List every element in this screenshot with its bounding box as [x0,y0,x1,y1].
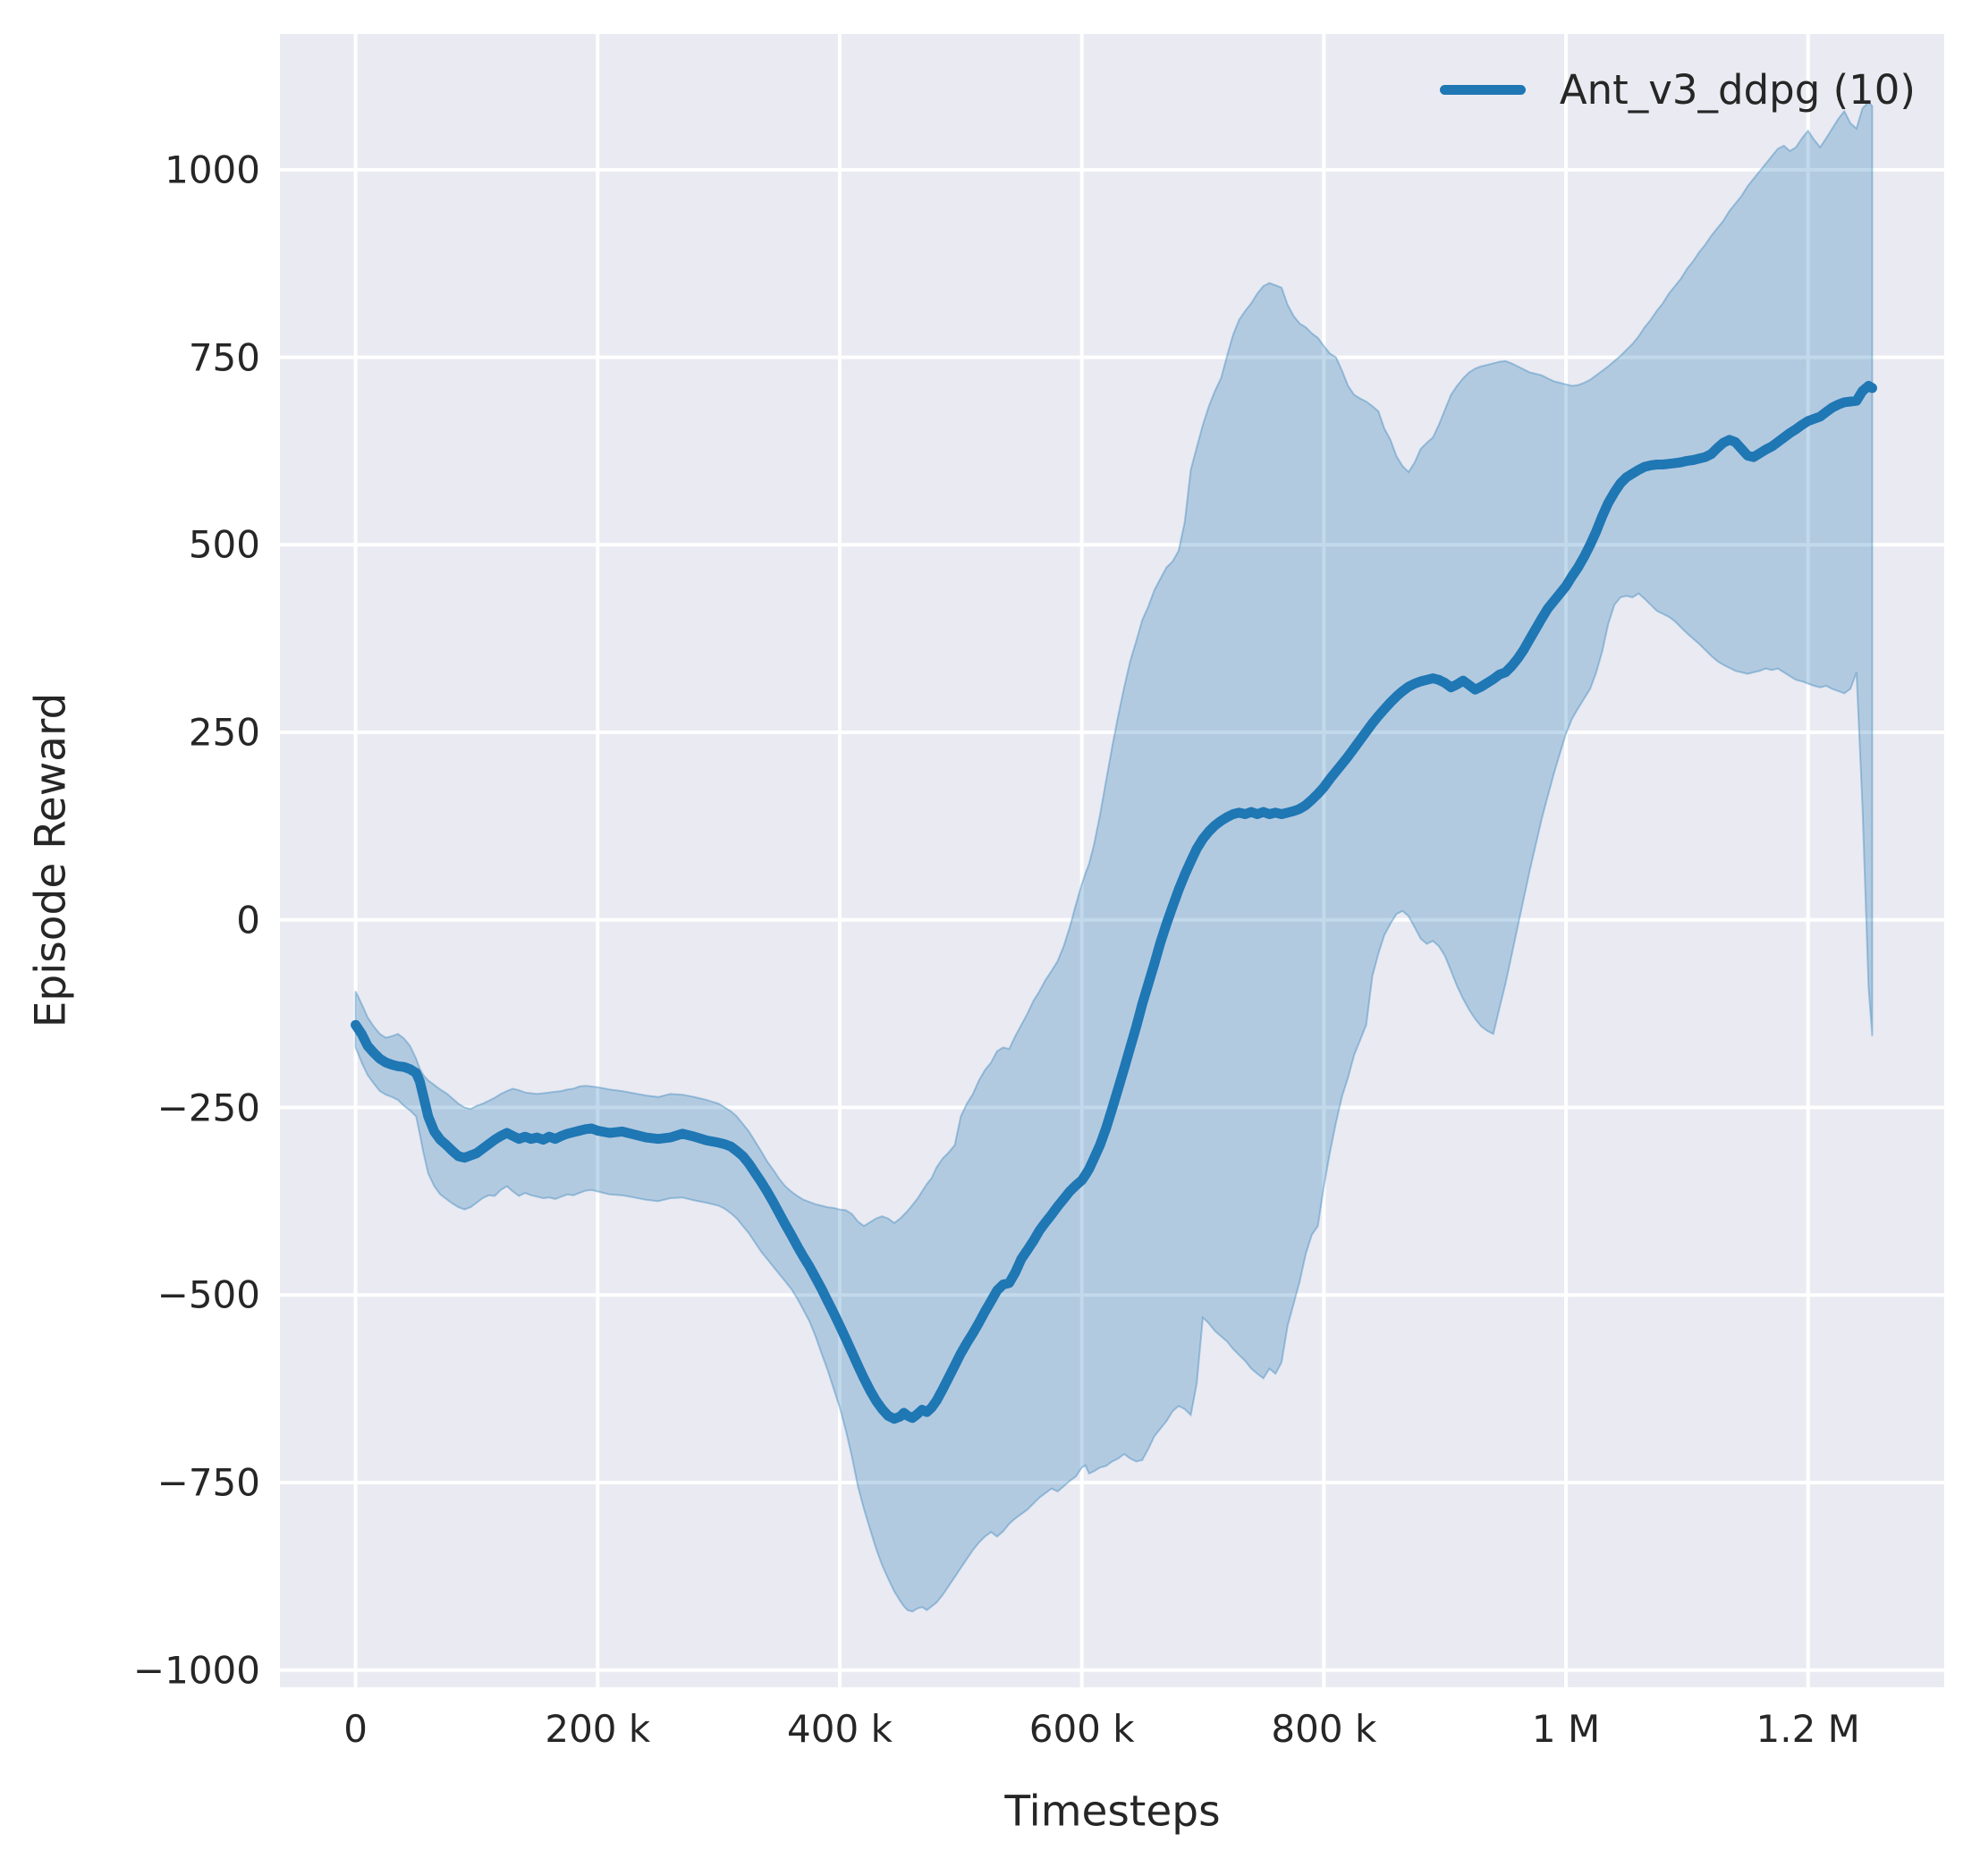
y-tick-label: 250 [188,710,260,755]
y-tick-label: −500 [157,1272,260,1317]
x-tick-label: 1.2 M [1756,1707,1860,1751]
y-tick-label: 750 [188,335,260,380]
y-tick-label: −750 [157,1460,260,1505]
y-axis-label: Episode Reward [26,692,76,1028]
legend: Ant_v3_ddpg (10) [1439,66,1916,114]
x-tick-label: 200 k [545,1707,651,1751]
legend-line-swatch [1439,85,1526,95]
x-tick-label: 0 [343,1707,368,1751]
x-tick-label: 800 k [1271,1707,1377,1751]
x-tick-label: 1 M [1531,1707,1601,1751]
x-axis-label: Timesteps [1004,1787,1221,1837]
x-tick-label: 400 k [787,1707,893,1751]
x-tick-label: 600 k [1028,1707,1135,1751]
y-tick-label: 1000 [165,148,260,192]
y-tick-label: −1000 [132,1648,260,1693]
y-tick-label: −250 [157,1086,260,1129]
y-tick-label: 0 [236,898,260,942]
y-tick-label: 500 [188,522,260,567]
legend-label: Ant_v3_ddpg (10) [1559,66,1916,114]
